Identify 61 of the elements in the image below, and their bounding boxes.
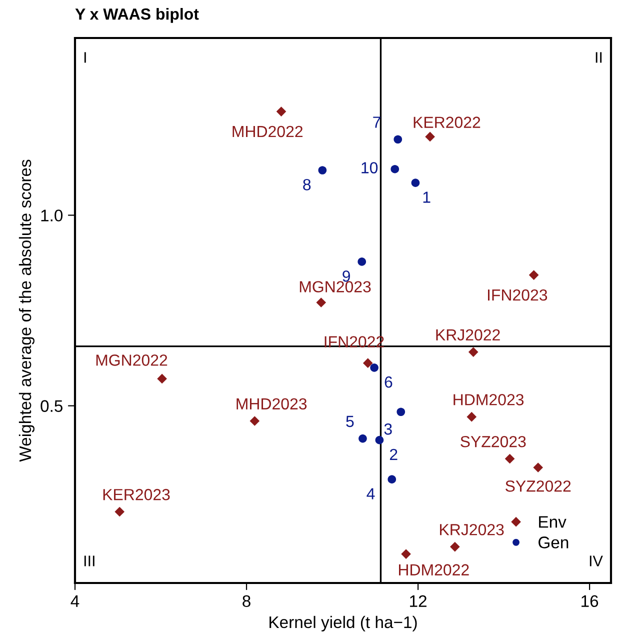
point: [411, 178, 420, 187]
point: [390, 164, 400, 174]
point: [157, 374, 167, 384]
y-tick-label: 1.0: [41, 210, 63, 222]
annotation: 10: [362, 162, 378, 174]
point: [358, 434, 367, 443]
point: [370, 364, 378, 372]
point: [504, 454, 515, 464]
annotation: III: [84, 556, 94, 566]
point: [533, 462, 544, 472]
annotation: 9: [342, 270, 350, 282]
annotation: II: [596, 52, 602, 63]
annotation: 4: [366, 488, 375, 500]
y-tick-label: 0.5: [40, 400, 62, 412]
annotation: MGN2022: [96, 354, 168, 366]
annotation: MHD2023: [236, 398, 307, 410]
x-tick-label: 8: [242, 595, 250, 608]
annotation: 1: [423, 192, 430, 203]
annotation: 5: [346, 416, 354, 428]
x-tick-label: 16: [582, 595, 598, 608]
x-tick-label: 12: [410, 595, 426, 607]
x-axis-title: Kernel yield (t ha−1): [270, 616, 417, 632]
x-tick-label: 4: [70, 595, 80, 607]
legend-label: Env: [539, 516, 566, 528]
point: [114, 506, 125, 517]
annotation: SYZ2023: [460, 436, 526, 448]
annotation: HDM2022: [399, 564, 469, 576]
point: [250, 416, 260, 426]
annotation: MGN2023: [300, 281, 371, 292]
annotation: MHD2022: [232, 126, 303, 138]
point: [388, 475, 396, 484]
annotation: 2: [390, 448, 398, 460]
annotation: SYZ2022: [506, 480, 571, 492]
annotation: KRJ2023: [440, 524, 504, 536]
annotation: 3: [384, 423, 392, 435]
point: [318, 166, 327, 174]
annotation: KER2023: [103, 488, 170, 500]
chart-title: Y x WAAS biplot: [75, 8, 199, 23]
point: [362, 358, 373, 368]
point: [468, 347, 478, 357]
point: [358, 258, 366, 266]
annotation: IFN2023: [488, 289, 548, 301]
y-axis-title: Weighted average of the absolute scores: [18, 160, 34, 462]
legend-label: Gen: [538, 536, 568, 548]
point: [450, 542, 460, 552]
annotation: 8: [303, 179, 311, 190]
annotation: HDM2023: [454, 394, 524, 406]
annotation: KER2022: [414, 116, 480, 128]
point: [396, 408, 406, 416]
point: [316, 298, 326, 308]
point: [276, 106, 286, 116]
point: [528, 270, 539, 280]
point: [401, 549, 411, 559]
point: [466, 412, 477, 422]
point: [394, 135, 402, 144]
annotation: 6: [384, 376, 392, 388]
point: [425, 132, 435, 142]
annotation: KRJ2022: [436, 329, 500, 341]
point: [375, 436, 384, 444]
annotation: IV: [590, 556, 603, 566]
annotation: I: [84, 52, 86, 63]
